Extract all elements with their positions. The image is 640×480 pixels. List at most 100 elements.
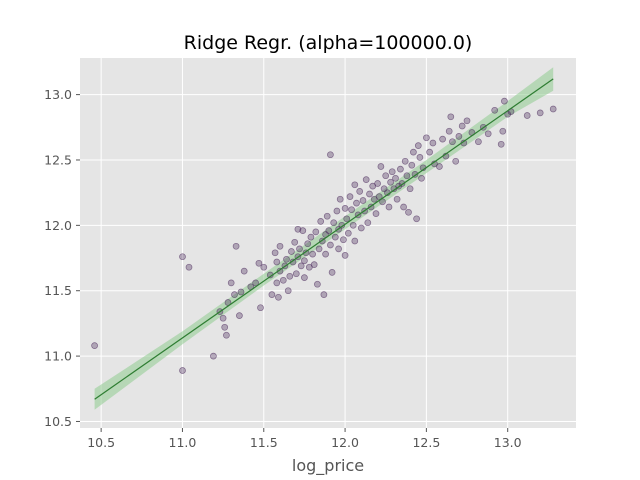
data-point	[301, 257, 308, 265]
data-point	[240, 267, 248, 275]
data-point	[286, 272, 294, 280]
data-point	[501, 97, 508, 105]
y-tick-label: 10.5	[44, 414, 72, 429]
data-point	[401, 157, 409, 165]
y-tick-label: 11.0	[44, 349, 72, 364]
data-point	[179, 253, 186, 261]
data-point	[257, 304, 264, 312]
data-point	[408, 161, 416, 169]
data-point	[291, 238, 299, 246]
data-point	[346, 193, 354, 200]
data-point	[341, 205, 349, 212]
data-point	[388, 168, 396, 176]
data-point	[223, 331, 230, 339]
data-point	[221, 323, 229, 331]
data-point	[296, 245, 303, 253]
x-axis-title: log_price	[292, 456, 364, 476]
data-point	[382, 172, 390, 180]
data-point	[331, 233, 339, 241]
data-point	[405, 208, 412, 216]
data-point	[458, 122, 466, 130]
data-point	[392, 174, 399, 182]
data-point	[301, 274, 308, 281]
data-point	[414, 142, 422, 149]
y-tick-label: 13.0	[44, 87, 72, 102]
data-point	[536, 109, 544, 117]
data-point	[273, 279, 281, 287]
data-point	[549, 105, 557, 113]
data-point	[447, 113, 455, 121]
data-point	[283, 255, 290, 263]
data-point	[91, 342, 98, 349]
data-point	[357, 224, 365, 232]
data-point	[275, 293, 282, 301]
data-point	[273, 258, 281, 266]
data-point	[351, 181, 359, 189]
data-point	[304, 240, 312, 248]
data-point	[284, 287, 292, 295]
data-point	[255, 259, 263, 267]
data-point	[475, 138, 482, 146]
data-point	[397, 165, 404, 173]
data-point	[297, 262, 305, 270]
data-point	[314, 280, 321, 288]
data-point	[499, 127, 507, 135]
data-point	[356, 188, 364, 195]
data-point	[268, 291, 276, 298]
data-point	[276, 242, 284, 250]
data-point	[343, 215, 351, 223]
data-point	[299, 227, 307, 234]
data-point	[348, 206, 355, 214]
data-point	[340, 236, 347, 244]
data-point	[372, 210, 380, 217]
x-tick-label: 10.5	[87, 435, 115, 450]
x-tick-label: 12.5	[412, 435, 440, 450]
data-point	[523, 112, 531, 119]
data-point	[362, 176, 370, 183]
data-point	[497, 140, 505, 148]
data-point	[292, 270, 300, 278]
data-point	[336, 195, 344, 203]
data-point	[410, 148, 417, 156]
data-point	[320, 291, 328, 298]
data-point	[374, 180, 381, 187]
data-point	[351, 237, 359, 245]
chart-title: Ridge Regr. (alpha=100000.0)	[184, 32, 473, 54]
data-point	[179, 367, 186, 374]
data-point	[312, 228, 320, 236]
x-tick-label: 13.0	[494, 435, 522, 450]
data-point	[423, 134, 430, 142]
data-point	[375, 193, 383, 200]
data-point	[231, 291, 238, 298]
data-point	[429, 139, 437, 147]
data-point	[330, 219, 338, 227]
data-point	[252, 279, 259, 287]
data-point	[491, 106, 499, 114]
data-point	[387, 178, 394, 186]
data-point	[310, 261, 318, 268]
data-point	[484, 130, 492, 138]
x-tick-label: 11.5	[250, 435, 278, 450]
data-point	[276, 267, 284, 275]
data-point	[227, 279, 235, 287]
data-point	[393, 195, 401, 203]
data-point	[210, 352, 217, 360]
data-point	[359, 197, 367, 204]
data-point	[315, 245, 323, 253]
data-point	[385, 203, 393, 211]
data-point	[317, 218, 325, 225]
data-point	[294, 225, 302, 233]
data-point	[271, 249, 279, 257]
data-point	[445, 127, 453, 135]
points-layer	[91, 97, 557, 374]
data-point	[364, 219, 372, 227]
data-point	[232, 242, 240, 250]
fit-line	[94, 78, 554, 400]
data-point	[439, 135, 446, 143]
data-point	[322, 250, 329, 258]
data-point	[377, 163, 385, 170]
data-point	[400, 203, 407, 211]
data-point	[219, 314, 227, 322]
data-point	[455, 133, 463, 140]
data-point	[463, 117, 471, 125]
